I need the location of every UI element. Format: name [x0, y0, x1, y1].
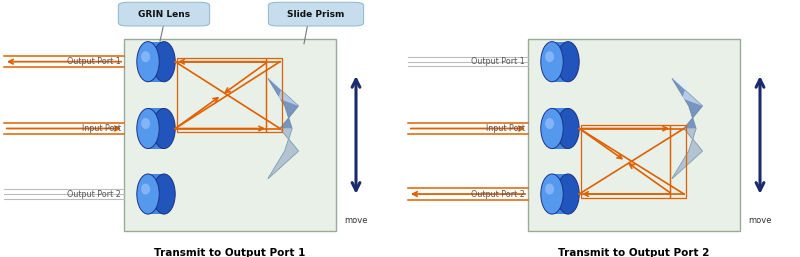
Ellipse shape — [137, 108, 159, 149]
Text: move: move — [748, 216, 772, 225]
FancyBboxPatch shape — [268, 2, 363, 26]
Text: Output Port 1: Output Port 1 — [471, 57, 525, 66]
Ellipse shape — [153, 108, 175, 149]
Bar — [266, 58, 282, 132]
Ellipse shape — [557, 42, 579, 82]
Bar — [528, 39, 740, 231]
Text: Transmit to Output Port 1: Transmit to Output Port 1 — [154, 248, 306, 257]
Bar — [148, 42, 164, 82]
Ellipse shape — [557, 108, 579, 149]
FancyBboxPatch shape — [118, 2, 210, 26]
Bar — [670, 125, 686, 198]
Ellipse shape — [557, 174, 579, 214]
Bar — [177, 58, 266, 132]
Ellipse shape — [137, 174, 159, 214]
Polygon shape — [268, 78, 298, 128]
Ellipse shape — [545, 118, 554, 129]
Text: Slide Prism: Slide Prism — [287, 10, 345, 19]
Bar — [552, 42, 568, 82]
Text: Input Port: Input Port — [82, 124, 121, 133]
Ellipse shape — [153, 174, 175, 214]
Ellipse shape — [545, 51, 554, 62]
Polygon shape — [672, 128, 702, 179]
Bar — [148, 108, 164, 149]
Ellipse shape — [545, 183, 554, 195]
Ellipse shape — [137, 42, 159, 82]
Bar — [581, 125, 670, 198]
Text: Output Port 2: Output Port 2 — [67, 189, 121, 199]
Ellipse shape — [141, 183, 150, 195]
Ellipse shape — [541, 42, 563, 82]
Ellipse shape — [141, 118, 150, 129]
Polygon shape — [268, 78, 298, 179]
Ellipse shape — [141, 51, 150, 62]
Polygon shape — [672, 78, 702, 179]
Ellipse shape — [541, 174, 563, 214]
Text: Output Port 2: Output Port 2 — [471, 189, 525, 199]
Polygon shape — [268, 128, 298, 179]
Bar — [124, 39, 336, 231]
Ellipse shape — [153, 42, 175, 82]
Text: GRIN Lens: GRIN Lens — [138, 10, 190, 19]
Text: move: move — [344, 216, 368, 225]
Bar — [552, 174, 568, 214]
Text: Output Port 1: Output Port 1 — [67, 57, 121, 66]
Bar — [148, 174, 164, 214]
Bar — [552, 108, 568, 149]
Text: Transmit to Output Port 2: Transmit to Output Port 2 — [558, 248, 710, 257]
Polygon shape — [672, 78, 702, 106]
Ellipse shape — [541, 108, 563, 149]
Text: Input Port: Input Port — [486, 124, 525, 133]
Polygon shape — [672, 78, 702, 128]
Polygon shape — [268, 78, 298, 106]
